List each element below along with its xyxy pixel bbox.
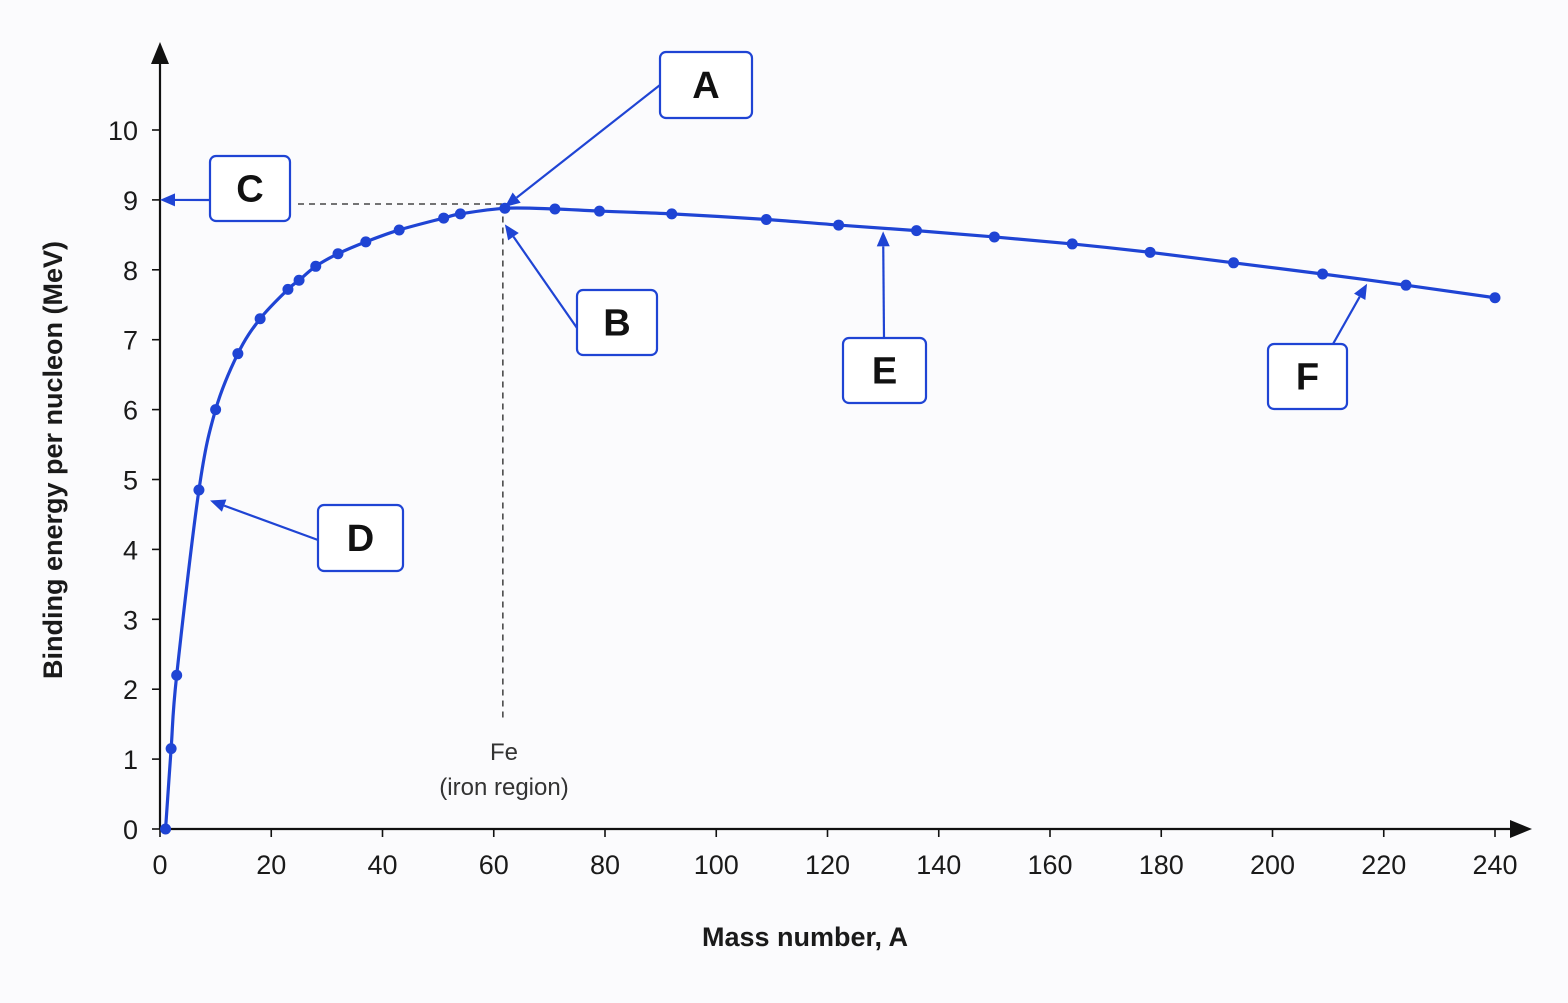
callout-box: [658, 50, 754, 120]
data-point: [988, 231, 1000, 243]
y-tick-label: 5: [123, 466, 138, 496]
y-tick-label: 7: [123, 326, 138, 356]
data-point: [160, 823, 172, 835]
x-ticks: 0 20 40 60 80 100 120 140 160 180 200 220 240: [152, 829, 1518, 880]
data-point: [593, 205, 605, 217]
y-tick-label: 3: [123, 605, 138, 635]
y-tick-label: 1: [123, 745, 138, 775]
data-point: [193, 484, 205, 496]
data-point: [549, 203, 561, 215]
x-tick-label: 200: [1250, 850, 1295, 880]
x-tick-label: 60: [479, 850, 509, 880]
callout-d-leader: [223, 504, 319, 542]
callout-f: F: [1266, 283, 1368, 411]
data-point: [232, 348, 244, 360]
x-axis-title: Mass number, A: [702, 922, 908, 952]
y-tick-label: 10: [108, 116, 138, 146]
callout-box: [575, 288, 659, 357]
data-point: [760, 213, 772, 225]
data-point: [1066, 238, 1078, 250]
y-tick-label: 0: [123, 815, 138, 845]
y-tick-label: 9: [123, 186, 138, 216]
callout-b: B: [504, 224, 659, 357]
callout-label: D: [347, 518, 374, 560]
data-point: [1228, 257, 1240, 269]
y-tick-label: 8: [123, 256, 138, 286]
x-tick-label: 160: [1027, 850, 1072, 880]
y-tick-label: 4: [123, 535, 138, 565]
arrowhead-icon: [876, 231, 890, 247]
data-point: [1400, 279, 1412, 291]
guide-lines: [298, 203, 505, 718]
y-ticks: 0 1 2 3 4 5 6 7 8 9 10: [108, 116, 160, 845]
arrowhead-icon: [210, 499, 227, 512]
x-tick-label: 40: [367, 850, 397, 880]
data-point: [1489, 292, 1501, 304]
y-axis-arrowhead: [151, 42, 169, 64]
callout-label: C: [236, 169, 263, 211]
data-point: [360, 236, 372, 248]
data-point: [165, 743, 177, 755]
callout-label: E: [872, 351, 897, 393]
y-tick-label: 6: [123, 396, 138, 426]
data-point: [293, 274, 305, 286]
x-tick-label: 240: [1472, 850, 1517, 880]
fe-label: Fe: [490, 739, 518, 766]
arrowhead-icon: [160, 193, 176, 207]
x-tick-label: 100: [694, 850, 739, 880]
x-axis-arrowhead: [1510, 820, 1532, 838]
x-tick-label: 180: [1139, 850, 1184, 880]
callout-label: F: [1296, 357, 1319, 399]
callout-label: A: [692, 65, 719, 107]
data-point: [833, 219, 845, 231]
data-point: [438, 212, 450, 224]
x-tick-label: 80: [590, 850, 620, 880]
callout-box: [208, 154, 292, 223]
data-points: [160, 202, 1501, 835]
callout-b-leader: [512, 236, 578, 329]
x-tick-label: 140: [916, 850, 961, 880]
callouts: A B C D E F: [160, 50, 1368, 573]
callout-f-leader: [1332, 296, 1361, 345]
callout-e-leader: [882, 246, 886, 339]
y-axis-title: Binding energy per nucleon (MeV): [38, 241, 68, 679]
arrowhead-icon: [504, 192, 521, 207]
axes: [151, 42, 1532, 838]
callout-a: A: [504, 50, 754, 207]
data-point: [254, 313, 266, 325]
data-point: [1317, 268, 1329, 280]
x-tick-label: 0: [152, 850, 167, 880]
callout-box: [1266, 342, 1349, 411]
data-point: [332, 248, 344, 260]
data-point: [393, 224, 405, 236]
arrowhead-icon: [1354, 283, 1368, 301]
callout-a-leader: [515, 84, 661, 199]
data-point: [1144, 246, 1156, 258]
data-point: [310, 260, 322, 272]
data-point: [454, 208, 466, 220]
data-point: [666, 208, 678, 220]
callout-c: C: [160, 154, 292, 223]
data-point: [911, 225, 922, 237]
x-tick-label: 120: [805, 850, 850, 880]
fe-sublabel: (iron region): [439, 774, 568, 801]
data-point: [282, 283, 294, 295]
y-tick-label: 2: [123, 675, 138, 705]
data-point: [210, 404, 222, 416]
callout-box: [316, 503, 405, 573]
callout-label: B: [603, 303, 630, 345]
x-tick-label: 20: [256, 850, 286, 880]
callout-d: D: [210, 499, 405, 573]
x-tick-label: 220: [1361, 850, 1406, 880]
arrowhead-icon: [504, 224, 519, 241]
callout-e: E: [841, 231, 928, 405]
data-point: [171, 669, 183, 681]
callout-box: [841, 336, 928, 405]
